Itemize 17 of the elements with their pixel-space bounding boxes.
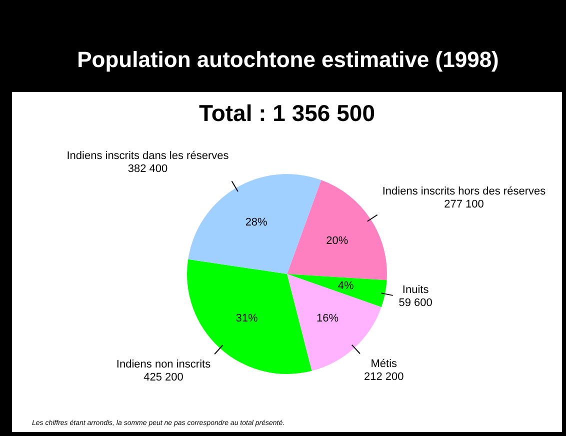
- text: 20%: [326, 235, 348, 248]
- data-label: 382 400: [128, 163, 168, 176]
- data-label: 277 100: [444, 198, 484, 211]
- data-label: 425 200: [144, 372, 184, 384]
- slice-label: Indiens inscrits hors des réserves: [382, 186, 546, 198]
- data-label: 59 600: [398, 297, 432, 310]
- chart-title: Population autochtone estimative (1998): [76, 46, 500, 74]
- text: 31%: [236, 312, 258, 325]
- text: 16%: [316, 312, 339, 324]
- text: 4%: [338, 280, 354, 292]
- slice-label: Indiens non inscrits: [116, 358, 212, 371]
- slice-label: Inuits: [402, 284, 430, 296]
- text: 28%: [245, 216, 268, 228]
- chart-subtitle: Total : 1 356 500: [198, 100, 376, 127]
- slice-label: Métis: [370, 358, 398, 370]
- slice-label: Indiens inscrits dans les réserves: [66, 150, 230, 162]
- data-label: 212 200: [364, 371, 404, 384]
